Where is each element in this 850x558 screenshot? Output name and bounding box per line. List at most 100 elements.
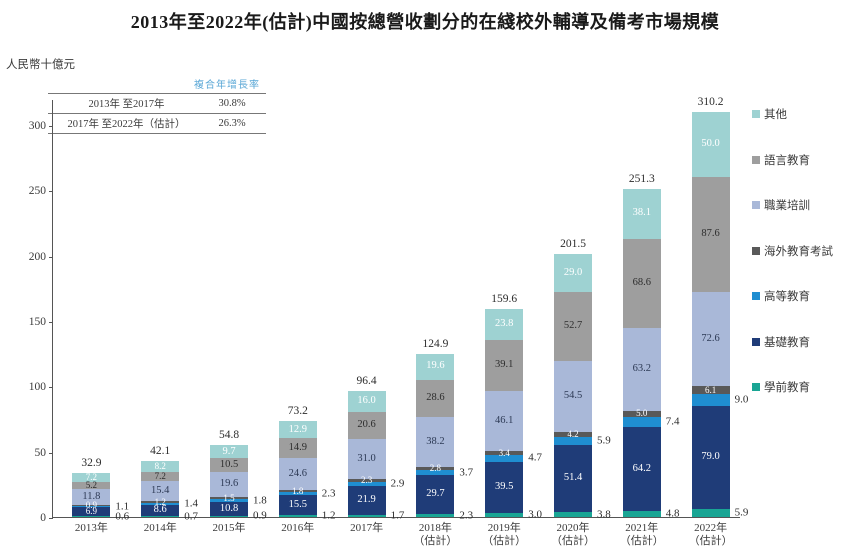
x-axis-tick-label: 2016年: [281, 522, 314, 535]
legend-item[interactable]: 高等教育: [752, 287, 850, 305]
bar-segment[interactable]: 1.5: [210, 493, 248, 502]
bar-segment[interactable]: 29.7: [416, 475, 455, 514]
bar-segment[interactable]: 9.7: [210, 445, 248, 459]
bar-segment[interactable]: 51.4: [554, 444, 592, 513]
bar-segment[interactable]: 8.6: [141, 505, 180, 517]
bar-segment[interactable]: 5.9: [554, 435, 611, 446]
bar-segment[interactable]: 0.9: [72, 500, 111, 509]
plot-area: 0.6 6.9 1.1 0.9 11.8 5.2 7.2 32.9 2013年 0.7 8.6 1.4…: [29, 96, 749, 547]
bar-segment[interactable]: 4.2: [554, 429, 592, 438]
bar-segment[interactable]: 24.6: [278, 457, 317, 490]
bar-segment[interactable]: 5.0: [622, 409, 661, 418]
bar-segment[interactable]: 1.2: [141, 497, 180, 506]
bar-segment[interactable]: 64.2: [622, 426, 661, 511]
bar-segment[interactable]: 2.3: [347, 476, 386, 485]
bar-segment[interactable]: 39.1: [485, 339, 524, 391]
bar-segment[interactable]: 50.0: [691, 111, 730, 178]
bar-segment[interactable]: 46.1: [485, 390, 524, 451]
x-axis-year: 2021年: [625, 522, 659, 534]
bar-segment-value-label: 68.6: [632, 277, 651, 289]
bar-segment[interactable]: 15.4: [141, 481, 180, 502]
bar-segment[interactable]: 4.8: [622, 508, 680, 519]
bar-segment[interactable]: 2.3: [278, 488, 336, 499]
legend-item[interactable]: 語言教育: [752, 151, 850, 169]
y-axis-tick-mark: [49, 256, 53, 258]
bar-group[interactable]: 0.9 10.8 1.8 1.5 19.6 10.5 9.7 54.8 2015年: [210, 429, 267, 534]
bar-segment[interactable]: 5.9: [691, 507, 748, 518]
bar-segment[interactable]: 8.2: [141, 461, 180, 472]
bar-segment[interactable]: 52.7: [554, 291, 592, 361]
bar-segment[interactable]: 31.0: [347, 438, 386, 480]
bar-segment[interactable]: 10.8: [210, 501, 248, 516]
bar-segment[interactable]: 7.2: [72, 473, 111, 483]
bar-segment[interactable]: 28.6: [416, 379, 455, 417]
bar-segment[interactable]: 3.4: [485, 448, 524, 457]
bar-segment[interactable]: 72.6: [691, 291, 730, 387]
legend-item-label: 高等教育: [764, 291, 810, 303]
legend-item[interactable]: 海外教育考試: [752, 242, 850, 260]
bar-segment[interactable]: 9.0: [691, 394, 748, 407]
bar-segment[interactable]: 38.2: [416, 416, 455, 467]
bar-group[interactable]: 1.2 15.5 2.3 1.8 24.6 14.9 12.9 73.2 2016年: [278, 405, 336, 534]
bar-segment[interactable]: 68.6: [622, 238, 661, 329]
bar-segment[interactable]: 15.5: [278, 495, 317, 516]
bar-group[interactable]: 5.9 79.0 9.0 6.1 72.6 87.6 50.0 310.2 2022年 （估計）: [689, 96, 749, 547]
x-axis-year: 2014年: [143, 522, 177, 534]
legend-item[interactable]: 職業培訓: [752, 196, 850, 214]
bar-segment[interactable]: 23.8: [485, 308, 524, 340]
bar-segment[interactable]: 39.5: [485, 461, 524, 514]
bar-segment[interactable]: 54.5: [554, 360, 592, 432]
bar-segment[interactable]: 79.0: [691, 406, 730, 510]
legend-item[interactable]: 基礎教育: [752, 333, 850, 351]
bar-group[interactable]: 4.8 64.2 7.4 5.0 63.2 68.6 38.1 251.3 2021年 （估計）: [620, 173, 680, 547]
bar-segment[interactable]: 87.6: [691, 177, 730, 292]
bar-segment[interactable]: 6.9: [72, 507, 111, 517]
bar-segment[interactable]: 14.9: [278, 438, 317, 458]
bar-segment[interactable]: 21.9: [347, 486, 386, 515]
bar-segment[interactable]: 10.5: [210, 458, 248, 472]
bar-segment[interactable]: 16.0: [347, 391, 386, 413]
bar-segment[interactable]: 2.3: [416, 510, 473, 521]
bar-segment[interactable]: 4.7: [485, 452, 542, 463]
bar-segment[interactable]: 0.6: [72, 511, 129, 522]
bar-segment[interactable]: 20.6: [347, 412, 386, 439]
bar-segment[interactable]: 1.8: [210, 495, 267, 506]
bar-segment[interactable]: 11.8: [72, 489, 111, 505]
bar-group[interactable]: 3.0 39.5 4.7 3.4 46.1 39.1 23.8 159.6 2019年 （估計）: [482, 293, 542, 547]
bar-segment[interactable]: 1.4: [141, 498, 198, 509]
legend-item[interactable]: 學前教育: [752, 378, 850, 396]
bar-segment[interactable]: 1.1: [72, 501, 129, 512]
bar-segment[interactable]: 12.9: [278, 421, 317, 439]
bar-group[interactable]: 0.6 6.9 1.1 0.9 11.8 5.2 7.2 32.9 2013年: [72, 457, 129, 534]
bar-segment-callout-label: 5.9: [734, 506, 749, 519]
bar-segment[interactable]: 19.6: [416, 353, 455, 380]
bar-group[interactable]: 1.7 21.9 2.9 2.3 31.0 20.6 16.0 96.4 2017年: [347, 375, 404, 534]
bar-segment-value-label: 9.7: [222, 445, 236, 457]
bar-segment[interactable]: 7.4: [622, 416, 680, 427]
bar-segment-value-label: 23.8: [495, 317, 514, 329]
bar-segment[interactable]: 1.7: [347, 510, 404, 521]
bar-segment[interactable]: 29.0: [554, 253, 592, 292]
bar-segment[interactable]: 1.2: [278, 510, 336, 521]
bar-segment[interactable]: 3.0: [485, 509, 542, 520]
bar-segment[interactable]: 3.7: [416, 467, 473, 478]
bar-group[interactable]: 2.3 29.7 3.7 2.8 38.2 28.6 19.6 124.9 2018年 （估計）: [413, 338, 473, 547]
bar-segment[interactable]: 0.9: [210, 510, 267, 521]
bar-segment[interactable]: 7.2: [141, 472, 180, 482]
bar-segment[interactable]: 63.2: [622, 328, 661, 411]
bar-segment[interactable]: 2.9: [347, 478, 404, 489]
bar-segment[interactable]: 0.7: [141, 511, 198, 522]
bar-segment[interactable]: 38.1: [622, 188, 661, 239]
bar-group[interactable]: 0.7 8.6 1.4 1.2 15.4 7.2 8.2 42.1 2014年: [141, 445, 198, 534]
chart-legend: 其他語言教育職業培訓海外教育考試高等教育基礎教育學前教育: [752, 105, 850, 424]
bar-segment[interactable]: 2.8: [416, 464, 455, 473]
legend-item[interactable]: 其他: [752, 105, 850, 123]
bar-segment[interactable]: 3.8: [554, 509, 611, 520]
bar-segment[interactable]: 5.2: [72, 481, 111, 490]
bar-group[interactable]: 3.8 51.4 5.9 4.2 54.5 52.7 29.0 201.5 2020年 （估計）: [551, 238, 611, 547]
bar-segment-value-label: 38.1: [632, 207, 651, 219]
bar-segment[interactable]: 19.6: [210, 471, 248, 498]
bar-segment[interactable]: 1.8: [278, 486, 317, 495]
x-axis-year: 2015年: [212, 522, 246, 534]
bar-segment[interactable]: 6.1: [691, 385, 730, 394]
